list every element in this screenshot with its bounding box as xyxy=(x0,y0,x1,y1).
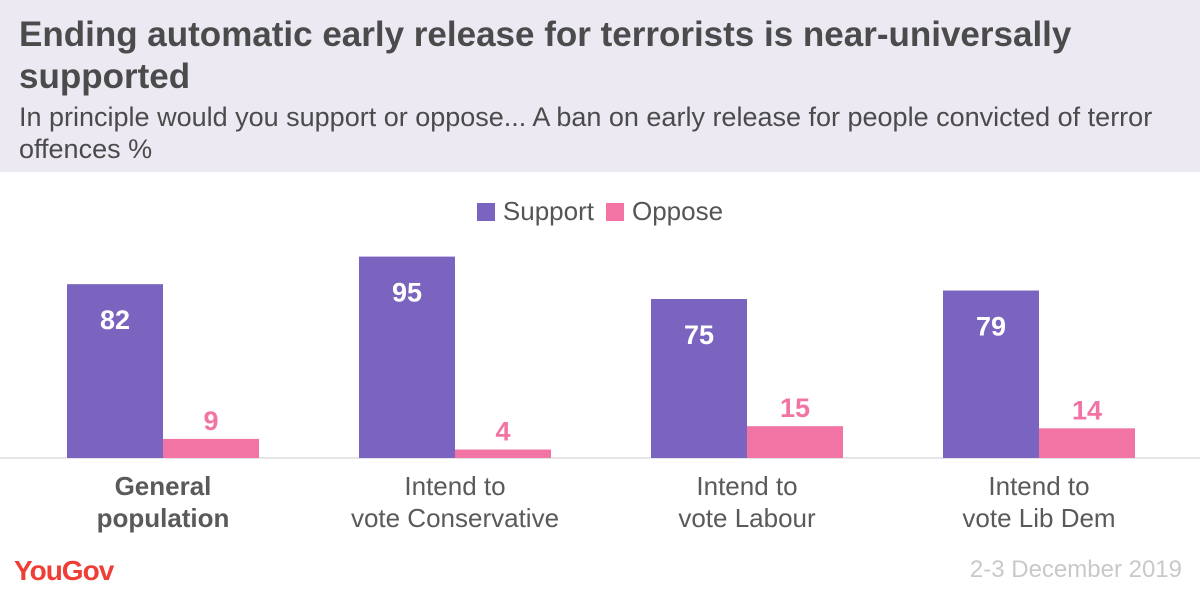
survey-date: 2-3 December 2019 xyxy=(969,556,1182,583)
category-label-intend-to-vote-lib-dem: Intend to xyxy=(988,471,1089,501)
data-label-support-general-population: 82 xyxy=(100,305,130,335)
bar-support-intend-to-vote-labour xyxy=(651,299,747,458)
category-label-intend-to-vote-lib-dem: vote Lib Dem xyxy=(962,503,1115,533)
bar-oppose-intend-to-vote-conservative xyxy=(455,449,551,458)
bar-support-general-population xyxy=(67,284,163,458)
yougov-logo: YouGov xyxy=(14,555,114,586)
data-label-support-intend-to-vote-labour: 75 xyxy=(684,320,714,350)
bar-support-intend-to-vote-lib-dem xyxy=(943,290,1039,458)
bar-oppose-general-population xyxy=(163,438,259,458)
legend-item-oppose: Oppose xyxy=(606,196,723,227)
category-label-intend-to-vote-conservative: Intend to xyxy=(404,471,505,501)
data-label-oppose-general-population: 9 xyxy=(203,406,218,436)
category-label-intend-to-vote-conservative: vote Conservative xyxy=(351,503,559,533)
bar-support-intend-to-vote-conservative xyxy=(359,256,455,458)
legend-label-support: Support xyxy=(502,196,594,226)
legend-swatch-oppose xyxy=(606,202,624,221)
data-label-support-intend-to-vote-conservative: 95 xyxy=(392,278,422,308)
bar-oppose-intend-to-vote-labour xyxy=(747,426,843,458)
category-label-intend-to-vote-labour: Intend to xyxy=(696,471,797,501)
chart-subtitle: In principle would you support or oppose… xyxy=(19,102,1153,164)
legend-label-oppose: Oppose xyxy=(632,196,724,226)
data-label-support-intend-to-vote-lib-dem: 79 xyxy=(976,312,1006,342)
category-label-intend-to-vote-labour: vote Labour xyxy=(678,503,816,533)
data-label-oppose-intend-to-vote-lib-dem: 14 xyxy=(1072,395,1102,425)
data-label-oppose-intend-to-vote-conservative: 4 xyxy=(495,417,510,447)
legend-swatch-support xyxy=(476,202,495,221)
legend: Support Oppose xyxy=(0,196,1200,227)
chart-title: Ending automatic early release for terro… xyxy=(19,15,1072,96)
legend-item-support: Support xyxy=(476,196,594,227)
category-label-general-population: General xyxy=(115,471,212,501)
header-band: Ending automatic early release for terro… xyxy=(0,0,1200,172)
bar-oppose-intend-to-vote-lib-dem xyxy=(1039,428,1135,458)
category-label-general-population: population xyxy=(97,503,230,533)
data-label-oppose-intend-to-vote-labour: 15 xyxy=(780,393,810,423)
